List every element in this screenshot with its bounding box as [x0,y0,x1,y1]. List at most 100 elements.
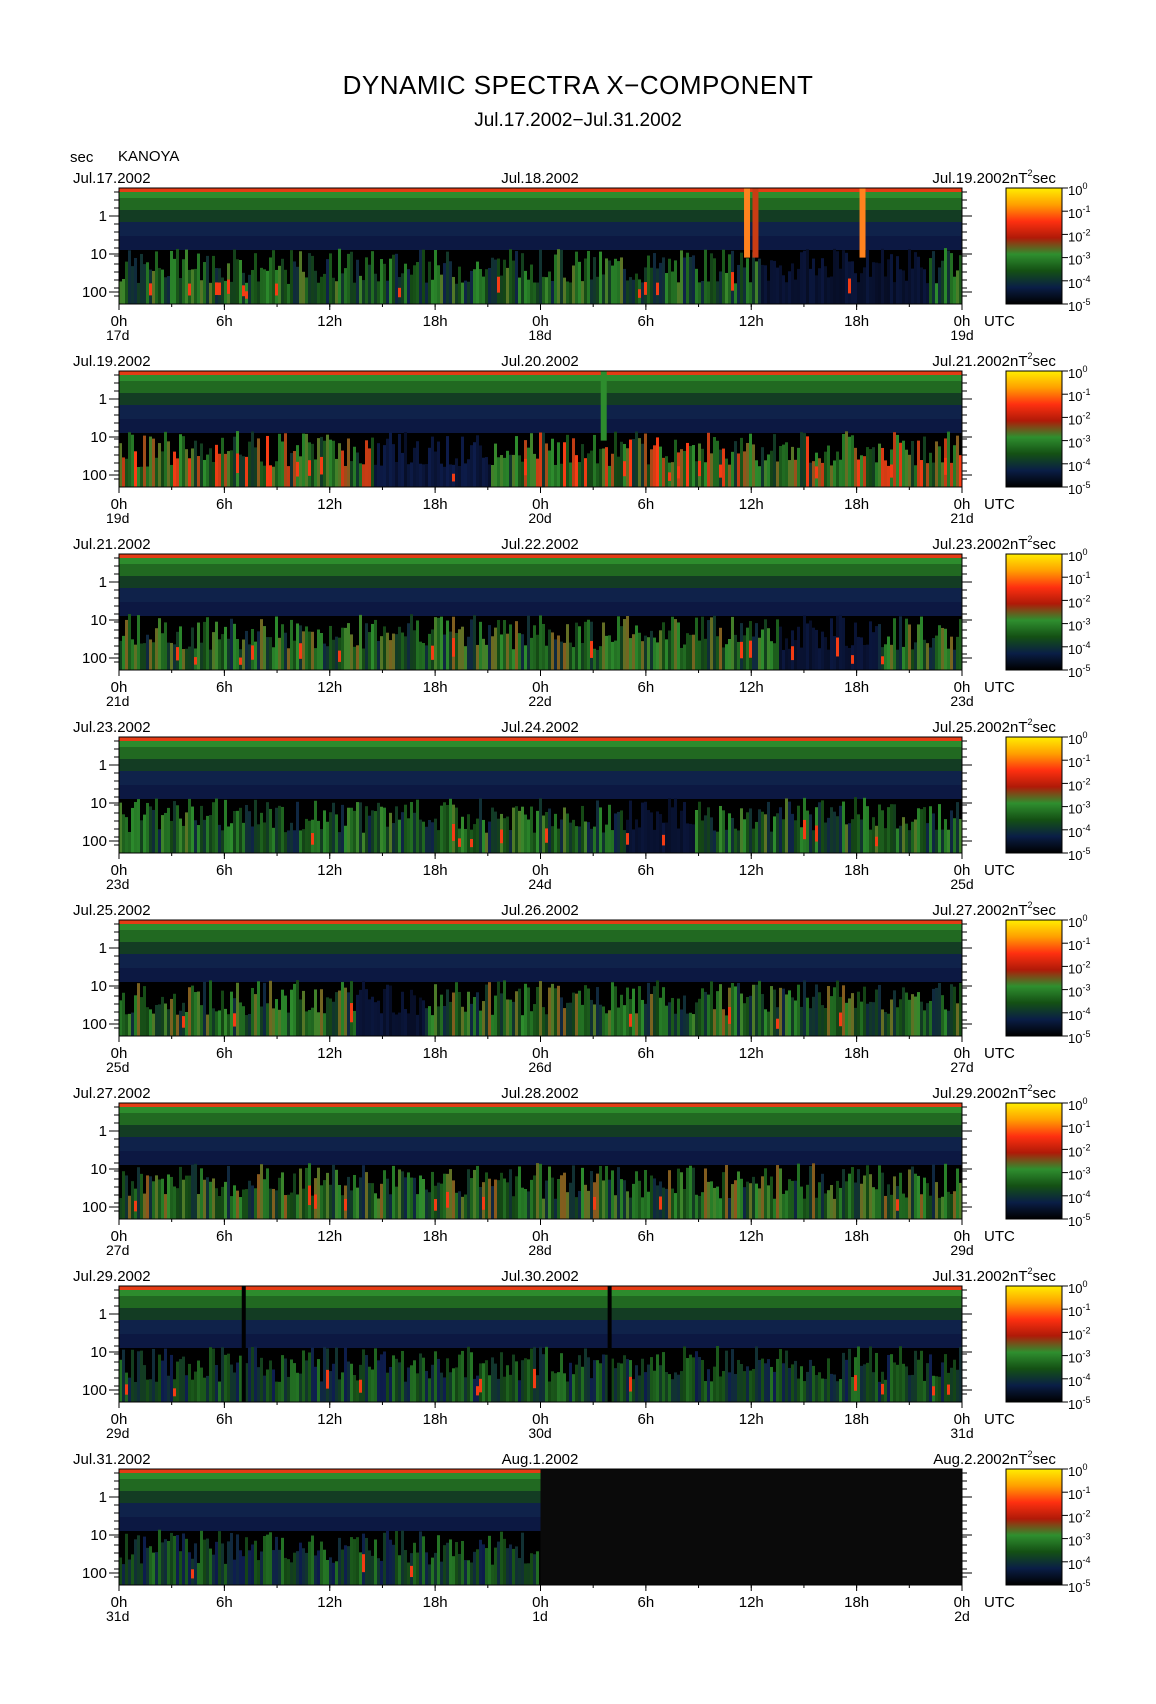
spectrogram-column [677,1374,680,1402]
spectrogram-column [260,1551,263,1585]
spectrogram-column [512,1548,515,1585]
spectrogram-column [908,999,911,1036]
spectrogram-column [143,986,146,1036]
spectrogram-column [725,272,728,304]
spectrogram-column [305,1360,308,1402]
spectrogram-column [569,642,572,670]
spectrogram-column [140,1173,143,1219]
spectrogram-column [347,992,350,1036]
spectrogram-panel: Jul.23.2002 Jul.24.2002 Jul.25.20021101000… [73,717,1090,892]
spectrogram-column [668,1374,671,1402]
spectrogram-column [707,807,710,853]
spectrogram-column [878,984,881,1036]
spectrogram-column [461,626,464,670]
spectrogram-column [728,254,731,304]
spectrogram-column [596,1360,599,1402]
spectrogram-column [722,448,725,487]
spectrogram-column [401,812,404,853]
spectrogram-column [431,822,434,853]
spectrogram-column [767,1185,770,1219]
spectrogram-column [752,252,755,304]
spectrogram-column [629,1197,632,1219]
spectrogram-column [704,462,707,487]
spectrogram-column [353,1375,356,1402]
spectrogram-column [272,250,275,304]
spectrogram-column [830,807,833,853]
spectrogram-column [167,1541,170,1585]
spectrogram-column [857,282,860,304]
spectrogram-column [146,1175,149,1219]
spectrogram-column [770,1176,773,1219]
colorbar-tick-base: 10 [1068,1374,1082,1389]
spectrogram-column [224,453,227,487]
spectrogram-column [764,1009,767,1036]
spectrogram-column [671,462,674,487]
spectrogram-column [575,1197,578,1219]
spectrogram-column [161,1542,164,1585]
colorbar-tick-label: 10-2 [1068,410,1090,427]
spectrogram-column [353,446,356,487]
spectrogram-column [197,1563,200,1585]
spectrogram-peak [881,1383,884,1395]
spectrogram-column [446,804,449,853]
spectrogram-column [461,1196,464,1219]
spectrogram-column [302,829,305,853]
spectrogram-column [293,261,296,304]
spectrogram-column [890,1194,893,1219]
spectrogram-column [185,249,188,304]
y-tick-label: 100 [82,467,107,484]
spectrogram-column [140,1563,143,1585]
spectrogram-column [800,252,803,304]
spectrogram-column [704,1381,707,1402]
spectrogram-column [554,639,557,670]
spectrogram-column [917,1359,920,1402]
spectrogram-column [722,1009,725,1036]
spectrogram-column [404,1009,407,1036]
spectrogram-column [902,817,905,853]
spectrogram-column [440,616,443,670]
colorbar-tick-label: 10-4 [1068,1006,1090,1023]
spectrogram-peak [311,833,314,845]
spectrogram-column [455,458,458,487]
spectrogram-column [932,813,935,853]
spectrogram-column [407,1562,410,1585]
spectrogram-column [221,990,224,1036]
spectrogram-column [485,1548,488,1585]
spectrogram-column [224,280,227,304]
spectrogram-column [758,980,761,1036]
spectrogram-column [752,984,755,1036]
x-tick-label: 12h [317,679,342,696]
spectrogram-column [371,623,374,670]
spectrogram-column [350,1363,353,1402]
spectrogram-column [524,270,527,304]
spectrogram-column [203,1377,206,1402]
spectrogram-column [227,451,230,487]
spectrogram-column [686,252,689,304]
spectrogram-column [218,453,221,487]
spectrogram-column [296,1551,299,1585]
spectrogram-column [305,1011,308,1036]
spectrogram-column [281,624,284,670]
spectrogram-cells [119,737,962,853]
spectrogram-column [155,1004,158,1036]
spectrogram-column [155,1175,158,1219]
spectrogram-column [413,1177,416,1219]
spectrogram-column [818,802,821,853]
x-tick-label: 0h [111,1594,128,1611]
spectrogram-column [467,281,470,304]
spectrogram-column [317,1012,320,1036]
colorbar-tick-exp: 0 [1082,364,1087,374]
spectrogram-column [353,810,356,853]
colorbar-unit-exp: 2 [1028,717,1033,727]
spectrogram-column [119,640,122,670]
spectrogram-column [443,1173,446,1219]
spectrogram-column [686,1013,689,1036]
x-tick-label: 6h [638,679,655,696]
spectrogram-column [326,434,329,487]
colorbar-tick-label: 10-2 [1068,1142,1090,1159]
y-tick-label: 10 [90,795,107,812]
spectrogram-column [680,250,683,304]
spectrogram-column [569,462,572,487]
spectrogram-column [524,1188,527,1219]
spectrogram-column [845,431,848,487]
